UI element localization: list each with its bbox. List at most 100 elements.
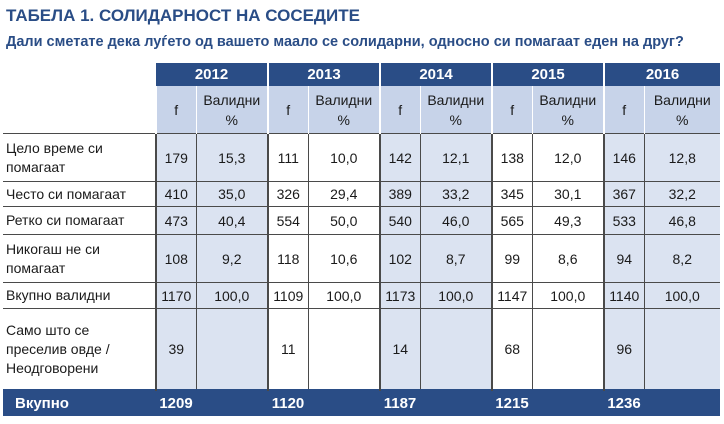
cell-f: 410 xyxy=(155,181,196,207)
table-row: Ретко си помагаат 473 40,4 554 50,0 540 46,0 56… xyxy=(3,206,720,235)
cell-f: 345 xyxy=(491,181,532,207)
row-label-line: помагаат xyxy=(6,158,66,175)
subheader-valid-line: % xyxy=(449,111,462,128)
cell-f: 554 xyxy=(267,206,308,235)
cell-f: 11 xyxy=(267,308,308,390)
total-empty xyxy=(644,389,720,416)
total-label: Вкупно xyxy=(3,389,156,416)
cell-percent: 12,8 xyxy=(643,133,720,182)
subheader-valid-line: % xyxy=(561,111,574,128)
cell-percent: 100,0 xyxy=(531,282,604,309)
cell-percent: 32,2 xyxy=(643,181,720,207)
total-row: Вкупно 1209 1120 1187 1215 1236 xyxy=(3,389,720,416)
cell-f: 94 xyxy=(603,234,644,283)
cell-percent: 29,4 xyxy=(307,181,380,207)
cell-percent: 100,0 xyxy=(307,282,380,309)
row-label-line: Никогаш не си xyxy=(6,240,100,257)
row-label: Само што се преселив овде / Неодговорени xyxy=(3,308,156,390)
row-label-line: преселив овде / xyxy=(6,340,110,357)
table-row: Често си помагаат 410 35,0 326 29,4 389 33,2 34… xyxy=(3,181,720,207)
cell-f: 14 xyxy=(379,308,420,390)
table-row: Само што се преселив овде / Неодговорени 39… xyxy=(3,308,720,390)
row-label-line: Често си помагаат xyxy=(6,185,127,202)
cell-percent: 15,3 xyxy=(195,133,268,182)
cell-f: 111 xyxy=(267,133,308,182)
cell-f: 96 xyxy=(603,308,644,390)
cell-f: 533 xyxy=(603,206,644,235)
subheader-valid: Валидни% xyxy=(643,86,720,134)
table-title: ТАБЕЛА 1. СОЛИДАРНОСТ НА СОСЕДИТЕ xyxy=(6,6,360,25)
subheader-valid-line: % xyxy=(676,111,689,128)
cell-percent: 8,7 xyxy=(419,234,492,283)
cell-percent xyxy=(195,308,268,390)
subheader-valid: Валидни% xyxy=(195,86,268,134)
table-row: Цело време си помагаат 179 15,3 111 10,0 142 12… xyxy=(3,133,720,182)
cell-percent xyxy=(643,308,720,390)
row-label-line: Ретко си помагаат xyxy=(6,212,125,228)
subheader-f: f xyxy=(491,86,532,134)
row-label-line: Цело време си xyxy=(6,139,103,156)
cell-percent: 12,1 xyxy=(419,133,492,182)
cell-percent: 9,2 xyxy=(195,234,268,283)
row-label: Често си помагаат xyxy=(3,181,156,207)
cell-f: 118 xyxy=(267,234,308,283)
cell-percent: 35,0 xyxy=(195,181,268,207)
year-header: 2015 xyxy=(491,63,604,86)
cell-f: 1140 xyxy=(603,282,644,309)
subheader-valid: Валидни% xyxy=(307,86,380,134)
cell-f: 138 xyxy=(491,133,532,182)
cell-f: 1147 xyxy=(491,282,532,309)
cell-f: 326 xyxy=(267,181,308,207)
cell-percent: 100,0 xyxy=(419,282,492,309)
subheader-f: f xyxy=(267,86,308,134)
cell-f: 473 xyxy=(155,206,196,235)
year-header: 2014 xyxy=(379,63,492,86)
cell-percent: 46,0 xyxy=(419,206,492,235)
total-value: 1236 xyxy=(604,389,644,416)
table-row: Вкупно валидни 1170 100,0 1109 100,0 1173 100,… xyxy=(3,282,720,309)
row-label-line: помагаат xyxy=(6,259,66,276)
cell-percent: 40,4 xyxy=(195,206,268,235)
solidarity-table: 2012 2013 2014 2015 2016 f Валидни% f Валид… xyxy=(3,63,720,416)
table-row: Никогаш не си помагаат 108 9,2 118 10,6 102 8,7… xyxy=(3,234,720,283)
total-empty xyxy=(532,389,604,416)
cell-f: 1170 xyxy=(155,282,196,309)
subheader-f: f xyxy=(379,86,420,134)
year-header: 2013 xyxy=(267,63,380,86)
subheader-valid-line: Валидни xyxy=(427,91,485,108)
row-label: Вкупно валидни xyxy=(3,282,156,309)
subheader-valid: Валидни% xyxy=(531,86,604,134)
cell-f: 102 xyxy=(379,234,420,283)
cell-f: 179 xyxy=(155,133,196,182)
cell-percent: 30,1 xyxy=(531,181,604,207)
cell-percent: 49,3 xyxy=(531,206,604,235)
cell-percent: 100,0 xyxy=(195,282,268,309)
row-label-line: Само што се xyxy=(6,321,90,338)
total-value: 1187 xyxy=(380,389,420,416)
year-header-row: 2012 2013 2014 2015 2016 xyxy=(3,63,720,86)
cell-percent: 10,6 xyxy=(307,234,380,283)
table-subtitle: Дали сметате дека луѓето од вашето маало… xyxy=(6,34,684,50)
row-label: Никогаш не си помагаат xyxy=(3,234,156,283)
cell-percent: 8,2 xyxy=(643,234,720,283)
row-label-line: Неодговорени xyxy=(6,359,99,376)
cell-percent: 33,2 xyxy=(419,181,492,207)
total-value: 1215 xyxy=(492,389,532,416)
cell-percent xyxy=(531,308,604,390)
subheader-valid: Валидни% xyxy=(419,86,492,134)
cell-percent: 12,0 xyxy=(531,133,604,182)
column-subheader-row: f Валидни% f Валидни% f Валидни% f Валидни% f Вал… xyxy=(3,86,720,134)
total-value: 1209 xyxy=(156,389,196,416)
cell-percent: 8,6 xyxy=(531,234,604,283)
total-empty xyxy=(308,389,380,416)
corner-cell xyxy=(3,63,156,86)
cell-f: 540 xyxy=(379,206,420,235)
cell-f: 1173 xyxy=(379,282,420,309)
total-empty xyxy=(196,389,268,416)
subheader-valid-line: Валидни xyxy=(539,91,597,108)
total-empty xyxy=(420,389,492,416)
cell-percent: 100,0 xyxy=(643,282,720,309)
row-label-line: Вкупно валидни xyxy=(6,287,111,303)
year-header: 2012 xyxy=(156,63,268,86)
total-value: 1120 xyxy=(268,389,308,416)
